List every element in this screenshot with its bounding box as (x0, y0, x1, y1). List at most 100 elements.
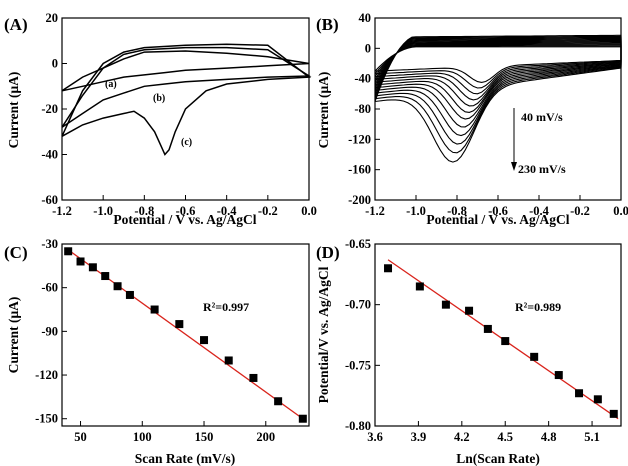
y-tick-label-d-3: -0.80 (345, 419, 371, 433)
x-tick-label-b-1: -1.0 (406, 204, 426, 218)
y-tick-label-d-2: -0.75 (345, 358, 371, 372)
scan-rate-start-label: 40 mV/s (521, 110, 563, 124)
x-tick-label-d-4: 4.8 (541, 430, 557, 444)
x-tick-label-a-4: -0.4 (217, 204, 238, 218)
x-tick-label-a-2: -0.8 (134, 204, 154, 218)
panel-b: (B) -1.2 -1.0 -0.8 -0.6 -0.4 -0.2 0.0 40 0 -40 -80… (316, 11, 628, 227)
data-point-d-4 (483, 324, 492, 333)
y-tick-label-b-4: -120 (348, 132, 371, 146)
y-tick-label-b-6: -200 (348, 193, 371, 207)
x-tick-label-a-1: -1.0 (93, 204, 113, 218)
data-point-c-4 (113, 282, 122, 291)
x-tick-label-b-0: -1.2 (365, 204, 385, 218)
data-point-c-7 (175, 320, 184, 329)
plot-frame-d (374, 243, 622, 427)
data-point-c-0 (64, 247, 73, 256)
y-tick-label-c-1: -60 (41, 281, 58, 295)
data-point-c-1 (76, 257, 85, 266)
x-tick-label-d-0: 3.6 (367, 430, 383, 444)
data-point-c-5 (125, 290, 134, 299)
y-tick-label-a-1: 0 (52, 57, 58, 71)
data-point-d-10 (609, 409, 618, 418)
y-axis-label-b: Current (μA) (316, 72, 331, 149)
scan-rate-arrow-head (511, 162, 517, 171)
data-point-c-2 (88, 263, 97, 272)
y-axis-label-d: Potential/V vs. Ag/AgCl (316, 266, 331, 403)
curves-a (61, 43, 312, 156)
x-tick-label-a-0: -1.2 (52, 204, 72, 218)
data-point-d-0 (384, 264, 393, 273)
y-axis-label-a: Current (μA) (6, 72, 21, 149)
y-tick-label-c-0: -30 (41, 237, 58, 251)
y-tick-label-a-2: -20 (41, 102, 58, 116)
x-tick-label-a-3: -0.6 (176, 204, 196, 218)
panel-d: (D) 3.6 3.9 4.2 4.5 4.8 5.1 -0.65 -0.70 -0.75 -0.… (316, 237, 622, 466)
data-point-c-9 (224, 356, 233, 365)
x-tick-label-d-5: 5.1 (584, 430, 600, 444)
x-axis-label-b: Potential / V vs. Ag/AgCl (426, 212, 569, 227)
y-tick-label-a-3: -40 (41, 148, 58, 162)
y-tick-label-b-2: -40 (354, 72, 371, 86)
y-tick-label-a-0: 20 (46, 11, 59, 25)
x-tick-label-c-0: 50 (74, 430, 87, 444)
x-tick-label-b-3: -0.6 (488, 204, 508, 218)
r2-label-c: R²=0.997 (203, 300, 249, 314)
panel-c: (C) 50 100 150 200 -30 -60 -90 -120 -150 R²=0.99… (4, 237, 310, 466)
marks-d (384, 259, 619, 420)
y-axis-label-c: Current (μA) (6, 297, 21, 374)
y-tick-label-c-3: -120 (35, 368, 58, 382)
x-axis-label-c: Scan Rate (mV/s) (135, 451, 236, 466)
data-point-c-12 (298, 414, 307, 423)
x-tick-label-a-5: -0.2 (258, 204, 278, 218)
data-point-c-11 (274, 397, 283, 406)
cv-curve-a-1 (61, 46, 312, 128)
data-point-d-6 (530, 352, 539, 361)
y-tick-label-c-2: -90 (41, 324, 58, 338)
x-tick-label-b-5: -0.2 (570, 204, 590, 218)
cv-curve-a-2 (61, 43, 312, 156)
y-tick-label-d-1: -0.70 (345, 298, 371, 312)
panel-a: (A) -1.2 -1.0 -0.8 -0.6 -0.4 -0.2 0.0 20 0 -20 -40… (4, 11, 317, 227)
panel-label-c: (C) (4, 243, 28, 262)
y-tick-label-b-3: -80 (354, 102, 371, 116)
data-point-c-8 (200, 336, 209, 345)
axes-b: -1.2 -1.0 -0.8 -0.6 -0.4 -0.2 0.0 40 0 -40 -80 -120… (348, 11, 628, 218)
y-tick-label-b-1: 0 (365, 41, 371, 55)
axes-d: 3.6 3.9 4.2 4.5 4.8 5.1 -0.65 -0.70 -0.75 -0.80 (345, 237, 600, 444)
annotation-c-label: (c) (181, 137, 192, 148)
axes-c: 50 100 150 200 -30 -60 -90 -120 -150 (35, 237, 275, 444)
data-point-c-3 (101, 272, 110, 281)
curves-b (374, 34, 622, 163)
y-tick-label-c-4: -150 (35, 412, 58, 426)
x-tick-label-c-1: 100 (133, 430, 152, 444)
data-point-d-5 (501, 337, 510, 346)
data-point-d-8 (575, 389, 584, 398)
scan-rate-end-label: 230 mV/s (518, 162, 566, 176)
data-point-d-2 (441, 300, 450, 309)
marks-c (64, 247, 307, 423)
panel-label-d: (D) (316, 243, 340, 262)
x-tick-label-b-6: 0.0 (613, 204, 628, 218)
y-tick-label-b-5: -160 (348, 163, 371, 177)
x-axis-label-d: Ln(Scan Rate) (456, 451, 540, 466)
x-tick-label-b-2: -0.8 (447, 204, 467, 218)
cv-curve-a-0 (61, 50, 310, 92)
plot-frame-c (61, 243, 310, 427)
x-tick-label-c-3: 200 (256, 430, 275, 444)
x-tick-label-d-2: 4.2 (454, 430, 470, 444)
x-tick-label-d-3: 4.5 (497, 430, 513, 444)
data-point-c-10 (249, 373, 258, 382)
y-tick-label-d-0: -0.65 (345, 237, 371, 251)
data-point-d-9 (593, 395, 602, 404)
data-point-d-3 (465, 306, 474, 315)
x-tick-label-b-4: -0.4 (529, 204, 550, 218)
annotation-b-label: (b) (153, 93, 165, 104)
x-axis-label-a: Potential / V vs. Ag/AgCl (113, 212, 256, 227)
annotation-a-label: (a) (105, 79, 117, 90)
x-tick-label-a-6: 0.0 (301, 204, 317, 218)
x-tick-label-d-1: 3.9 (411, 430, 427, 444)
axes-a: -1.2 -1.0 -0.8 -0.6 -0.4 -0.2 0.0 20 0 -20 -40 -60 (41, 11, 316, 218)
data-point-d-1 (415, 282, 424, 291)
y-tick-label-b-0: 40 (359, 11, 372, 25)
cv-curve-b-11 (374, 34, 622, 163)
